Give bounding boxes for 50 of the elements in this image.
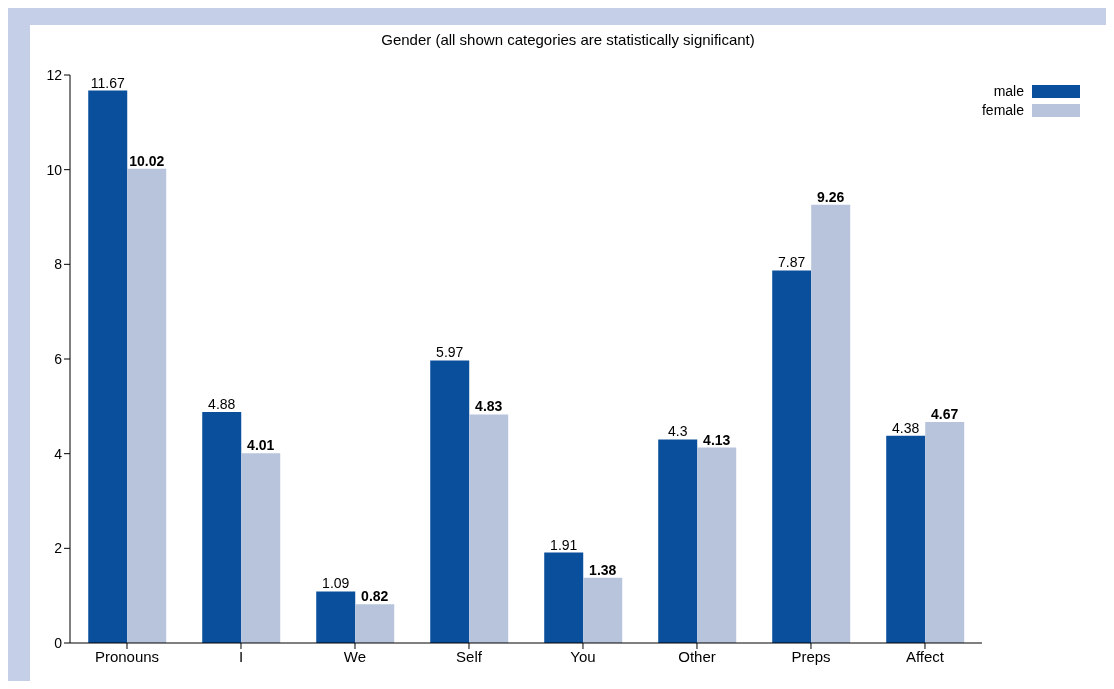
data-label: 1.38 (589, 561, 617, 578)
bar (925, 421, 965, 643)
legend-label: female (981, 102, 1024, 118)
y-tick-label: 0 (54, 634, 63, 651)
bar (202, 412, 242, 643)
bar (355, 604, 395, 643)
data-label: 0.82 (361, 588, 389, 605)
legend-label: male (993, 83, 1024, 99)
x-tick-label: Preps (791, 647, 831, 665)
chart-title: Gender (all shown categories are statistically significant) (380, 31, 756, 50)
data-label: 4.3 (667, 423, 688, 440)
data-label: 10.02 (129, 152, 165, 169)
x-tick-label: Pronouns (94, 647, 160, 665)
data-label: 7.87 (778, 254, 806, 271)
bar (811, 204, 851, 643)
data-label: 4.01 (247, 437, 275, 454)
bar (316, 591, 356, 643)
bar (583, 577, 623, 643)
y-tick-label: 4 (54, 445, 63, 462)
data-label: 4.88 (208, 396, 236, 413)
data-label: 9.26 (817, 188, 845, 205)
y-tick-label: 12 (46, 66, 63, 83)
bar (772, 270, 812, 643)
data-label: 4.38 (892, 419, 920, 436)
data-label: 5.97 (436, 344, 464, 361)
bar (886, 435, 926, 643)
x-tick-label: Other (678, 647, 716, 665)
bar (658, 439, 698, 643)
y-tick-label: 6 (54, 350, 63, 367)
x-tick-label: We (343, 647, 367, 665)
x-tick-label: I (238, 647, 244, 665)
data-label: 4.13 (703, 431, 731, 448)
bar (544, 552, 584, 643)
y-tick-label: 10 (46, 161, 63, 178)
x-tick-label: You (570, 647, 596, 665)
bar (241, 453, 281, 643)
bar (469, 414, 509, 643)
bar (88, 90, 128, 643)
x-tick-label: Affect (905, 647, 945, 665)
data-label: 1.91 (550, 536, 578, 553)
data-label: 4.83 (475, 398, 503, 415)
bar (430, 360, 470, 643)
x-tick-label: Self (456, 647, 483, 665)
data-label: 4.67 (931, 405, 959, 422)
bar (697, 447, 737, 643)
y-tick-label: 8 (54, 256, 63, 273)
data-label: 1.09 (322, 575, 350, 592)
bar (127, 168, 167, 643)
data-label: 11.67 (90, 74, 125, 91)
y-tick-label: 2 (54, 540, 63, 557)
